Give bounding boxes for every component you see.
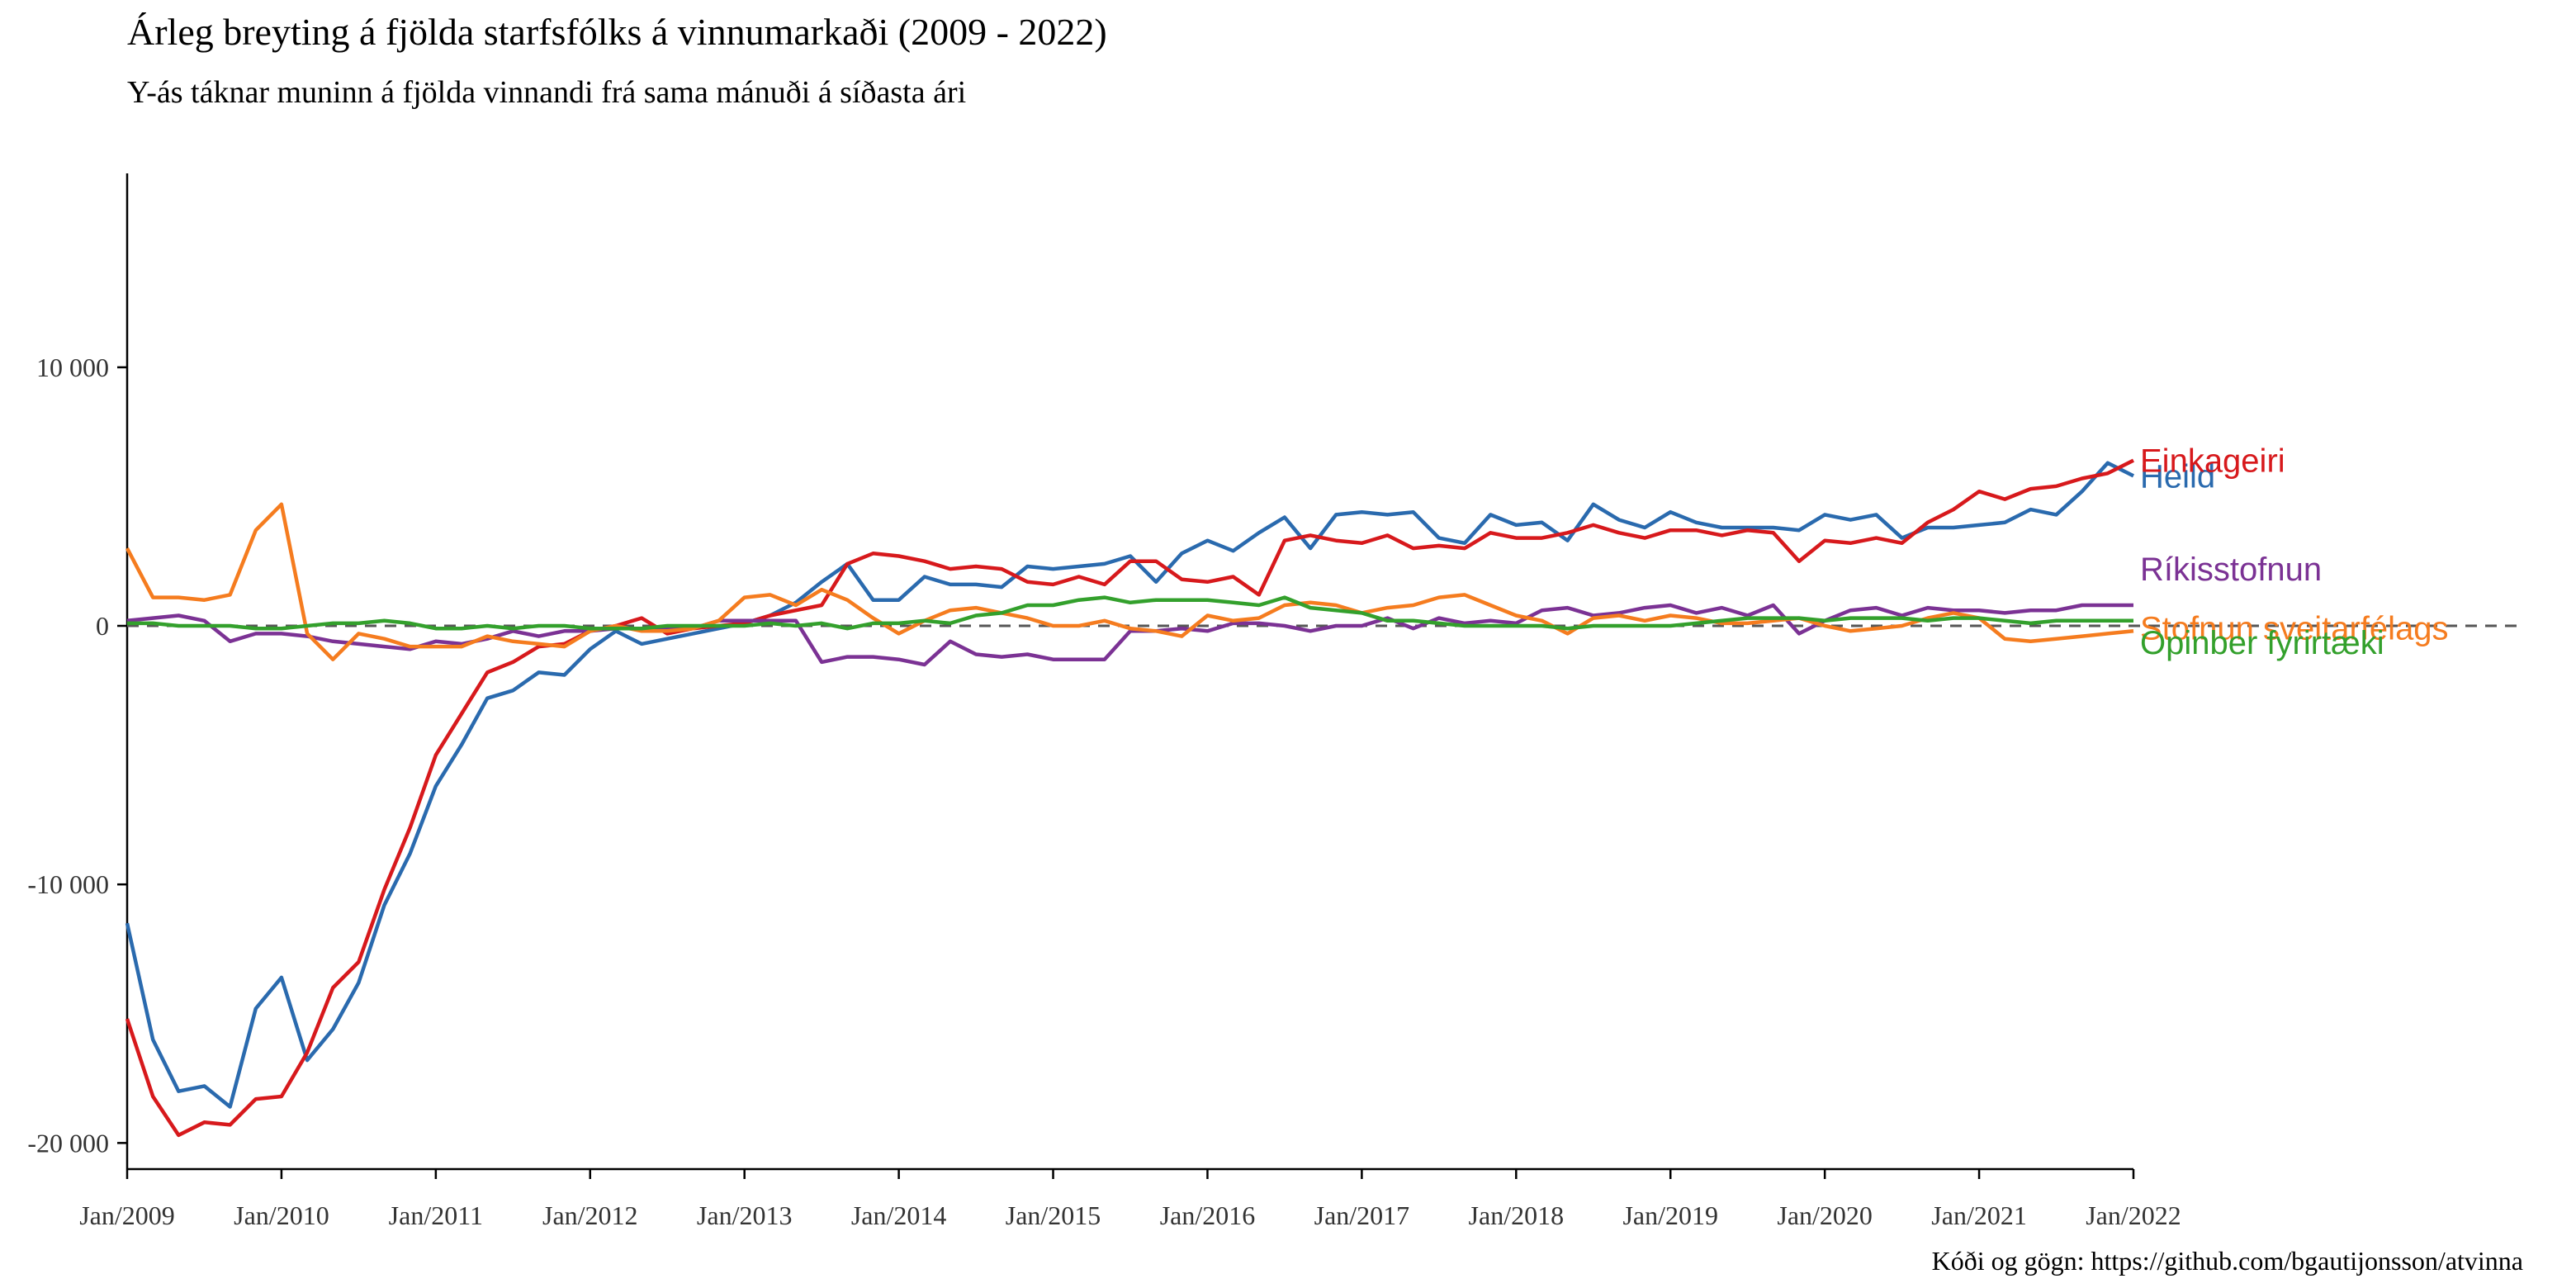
series-line-3 <box>125 502 2134 661</box>
series-label-4: Opinber fyrirtæki <box>2140 625 2384 661</box>
x-axis-ticks: Jan/2009 Jan/2010 Jan/2011 Jan/2012 Jan/2013… <box>79 1169 2181 1230</box>
y-tick-label: 0 <box>96 611 109 641</box>
series-label-3: Stofnun sveitarfélags <box>2140 610 2449 646</box>
y-tick-label: -10 000 <box>27 869 109 899</box>
x-tick-label: Jan/2015 <box>1006 1200 1101 1230</box>
x-tick-label: Jan/2016 <box>1160 1200 1256 1230</box>
x-tick-label: Jan/2012 <box>542 1200 638 1230</box>
y-tick-label: -20 000 <box>27 1128 109 1158</box>
x-tick-label: Jan/2011 <box>389 1200 483 1230</box>
x-tick-label: Jan/2014 <box>851 1200 947 1230</box>
x-tick-label: Jan/2019 <box>1622 1200 1718 1230</box>
series-label-1: Einkageiri <box>2140 443 2285 480</box>
series-lines <box>125 458 2135 1138</box>
x-tick-label: Jan/2013 <box>697 1200 793 1230</box>
series-label-2: Ríkisstofnun <box>2140 552 2322 588</box>
y-axis-ticks: 10 000 0 -10 000 -20 000 <box>27 353 127 1158</box>
x-tick-label: Jan/2009 <box>79 1200 175 1230</box>
chart-title: Árleg breyting á fjölda starfsfólks á vi… <box>127 11 1107 53</box>
series-line-0 <box>125 461 2135 1109</box>
series-label-0: Heild <box>2140 458 2215 495</box>
chart-caption: Kóði og gögn: https://github.com/bgautij… <box>1932 1246 2523 1276</box>
x-tick-label: Jan/2021 <box>1931 1200 2027 1230</box>
chart-subtitle: Y-ás táknar muninn á fjölda vinnandi frá… <box>127 75 966 110</box>
x-tick-label: Jan/2022 <box>2086 1200 2181 1230</box>
y-tick-label: 10 000 <box>36 353 109 382</box>
series-line-4 <box>127 595 2133 631</box>
series-line-1 <box>125 458 2135 1138</box>
x-tick-label: Jan/2018 <box>1469 1200 1565 1230</box>
x-tick-label: Jan/2020 <box>1777 1200 1873 1230</box>
x-tick-label: Jan/2010 <box>234 1200 329 1230</box>
x-tick-label: Jan/2017 <box>1314 1200 1410 1230</box>
series-line-2 <box>126 603 2133 667</box>
